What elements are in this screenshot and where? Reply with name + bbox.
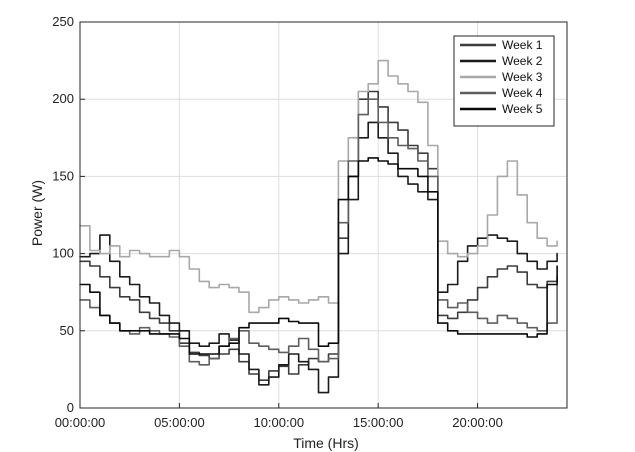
legend-label-week-2: Week 2: [502, 54, 543, 68]
x-axis-title: Time (Hrs): [293, 435, 359, 451]
legend-label-week-4: Week 4: [502, 86, 543, 100]
y-tick-label: 200: [52, 91, 74, 106]
series-line-week-3: [79, 59, 558, 314]
y-tick-label: 0: [67, 400, 74, 415]
x-tick-label: 15:00:00: [353, 415, 404, 430]
x-tick-label: 20:00:00: [452, 415, 503, 430]
y-tick-label: 150: [52, 168, 74, 183]
y-tick-label: 100: [52, 246, 74, 261]
y-tick-label: 50: [60, 323, 74, 338]
plot-frame: [79, 21, 568, 409]
x-tick-label: 00:00:00: [55, 415, 106, 430]
series-line-week-5: [79, 157, 558, 355]
x-tick-label: 10:00:00: [253, 415, 304, 430]
x-tick-label: 05:00:00: [154, 415, 205, 430]
y-axis-title: Power (W): [29, 180, 45, 246]
legend-label-week-5: Week 5: [502, 102, 543, 116]
legend-box: [453, 35, 555, 127]
y-tick-label: 250: [52, 14, 74, 29]
series-line-week-2: [79, 121, 558, 394]
legend-label-week-3: Week 3: [502, 70, 543, 84]
legend-label-week-1: Week 1: [502, 38, 543, 52]
